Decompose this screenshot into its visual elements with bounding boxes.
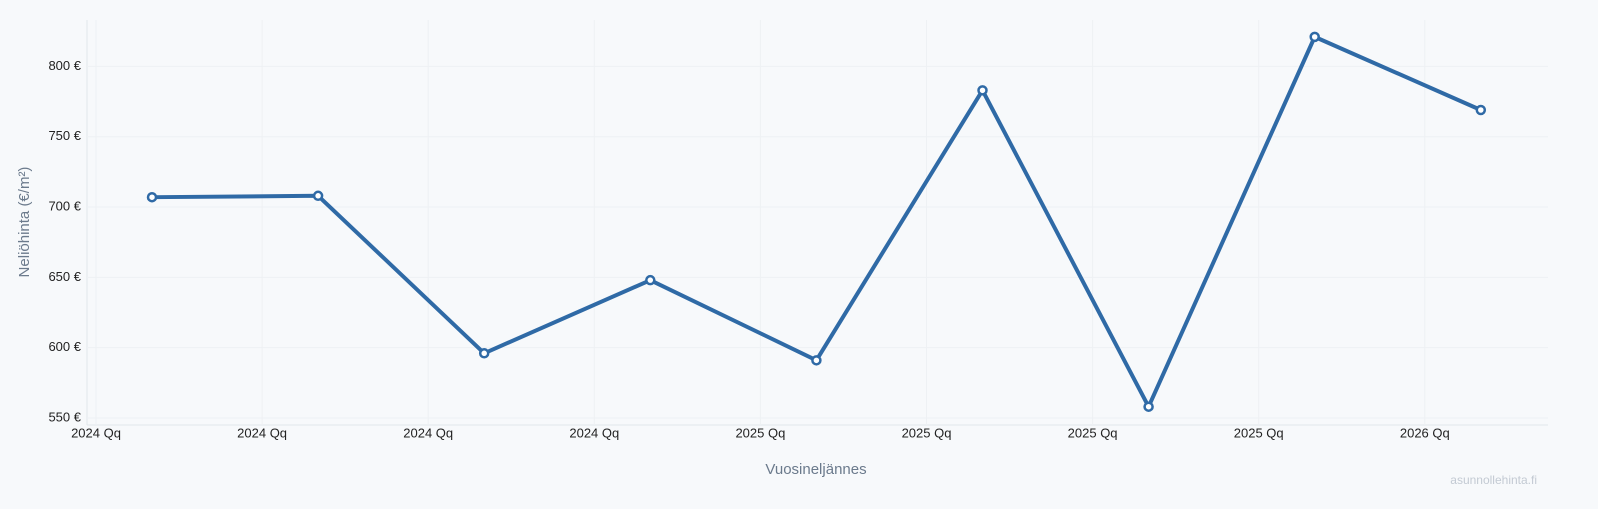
point [1475, 104, 1487, 116]
x-tick-label: 2024 Qq [569, 425, 619, 440]
x-axis-title: Vuosineljännes [765, 461, 866, 478]
x-tick-label: 2024 Qq [403, 425, 453, 440]
point [1309, 31, 1320, 43]
y-tick-label: 800 € [48, 58, 81, 73]
y-tick-label: 550 € [48, 409, 81, 424]
point [977, 85, 988, 96]
point [146, 191, 158, 203]
x-tick-label: 2025 Qq [735, 425, 785, 440]
point [645, 274, 656, 286]
point [312, 190, 324, 202]
watermark: asunnollehinta.fi [1450, 473, 1537, 487]
y-axis-title: Neliöhinta (€/m²) [16, 167, 33, 278]
x-tick-label: 2026 Qq [1400, 425, 1450, 440]
x-tick-label: 2025 Qq [1068, 425, 1118, 440]
point [1143, 401, 1154, 412]
x-tick-label: 2024 Qq [237, 425, 287, 440]
y-tick-label: 750 € [48, 128, 81, 143]
y-tick-label: 700 € [48, 198, 81, 213]
point [478, 348, 490, 359]
y-tick-label: 650 € [48, 269, 81, 284]
point [811, 355, 822, 366]
x-tick-label: 2025 Qq [902, 425, 952, 440]
x-tick-label: 2025 Qq [1234, 425, 1284, 440]
y-tick-label: 600 € [48, 339, 81, 354]
x-tick-label: 2024 Qq [71, 425, 121, 440]
